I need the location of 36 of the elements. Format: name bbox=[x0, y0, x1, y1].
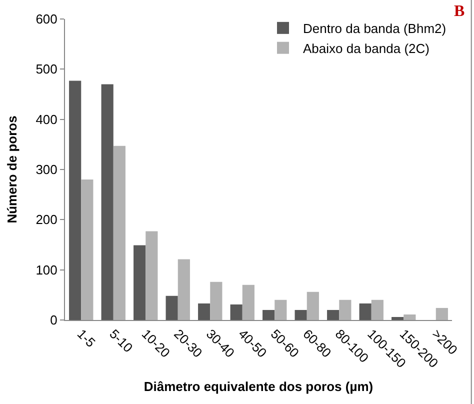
y-tick-label: 500 bbox=[36, 62, 58, 77]
bar bbox=[166, 296, 178, 320]
y-tick-label: 600 bbox=[36, 12, 58, 27]
bar bbox=[436, 308, 448, 320]
bar bbox=[198, 303, 210, 320]
bar bbox=[101, 84, 114, 320]
x-tick-label: 1-5 bbox=[74, 326, 98, 350]
bar bbox=[146, 231, 158, 320]
bar bbox=[359, 303, 372, 320]
bar bbox=[134, 245, 146, 320]
bar bbox=[306, 292, 319, 320]
y-tick-label: 0 bbox=[50, 312, 58, 328]
y-tick-label: 300 bbox=[36, 162, 58, 178]
bar bbox=[262, 310, 275, 320]
bar bbox=[178, 259, 190, 320]
y-axis-title: Número de poros bbox=[4, 116, 20, 224]
bar bbox=[210, 282, 222, 320]
bar bbox=[294, 310, 307, 320]
bar bbox=[392, 316, 404, 320]
bar bbox=[230, 304, 242, 320]
x-axis-title: Diâmetro equivalente dos poros (µm) bbox=[144, 379, 374, 394]
legend-label: Dentro da banda (Bhm2) bbox=[303, 21, 446, 36]
y-tick-label: 400 bbox=[36, 112, 58, 127]
bar bbox=[404, 314, 416, 320]
bar bbox=[242, 284, 254, 320]
y-tick-label: 200 bbox=[36, 212, 58, 228]
y-tick-label: 100 bbox=[36, 262, 58, 278]
bar bbox=[339, 300, 352, 320]
bar bbox=[274, 300, 287, 320]
bar bbox=[371, 300, 384, 320]
text: B bbox=[454, 3, 465, 20]
bar bbox=[327, 310, 340, 320]
bar bbox=[69, 80, 82, 320]
legend-label: Abaixo da banda (2C) bbox=[303, 40, 430, 56]
bar bbox=[81, 180, 94, 320]
bar bbox=[113, 146, 126, 320]
